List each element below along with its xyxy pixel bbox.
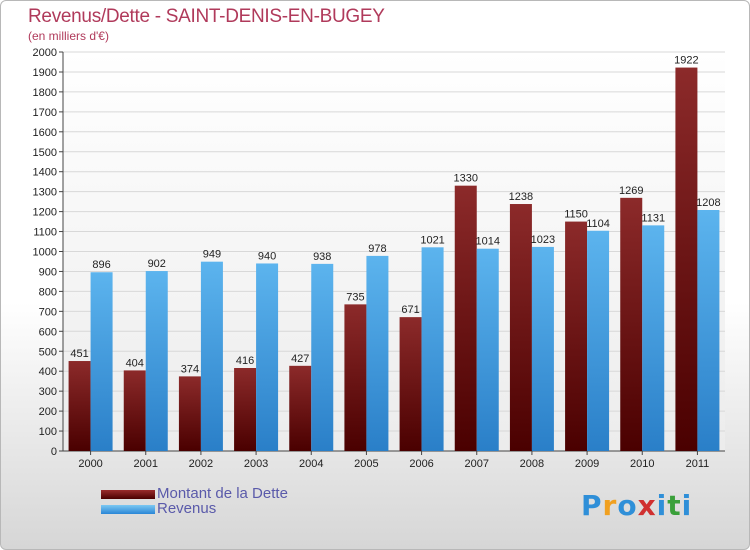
y-tick-label: 1100 <box>33 227 57 239</box>
y-tick-label: 1200 <box>33 207 57 219</box>
legend-swatch-dette <box>101 490 155 499</box>
bar-dette <box>289 365 312 451</box>
y-tick-label: 900 <box>39 266 57 278</box>
y-tick-label: 200 <box>39 406 57 418</box>
x-tick-label: 2000 <box>78 458 102 470</box>
y-tick-label: 700 <box>39 306 57 318</box>
y-tick-label: 1900 <box>33 67 57 79</box>
bar-dette <box>620 197 643 451</box>
y-tick-label: 400 <box>39 366 57 378</box>
y-tick-label: 1300 <box>33 187 57 199</box>
x-tick-label: 2003 <box>244 458 268 470</box>
y-tick-label: 1000 <box>33 247 57 259</box>
data-label-revenus: 949 <box>203 249 221 261</box>
bar-revenus <box>311 263 334 451</box>
data-label-revenus: 1104 <box>586 218 610 230</box>
logo-letter: o <box>617 489 638 522</box>
data-label-revenus: 978 <box>368 243 386 255</box>
data-label-dette: 427 <box>291 353 309 365</box>
y-tick-label: 300 <box>39 386 57 398</box>
bar-revenus <box>145 271 168 451</box>
data-label-dette: 374 <box>181 363 199 375</box>
x-tick-label: 2004 <box>299 458 323 470</box>
data-label-dette: 1238 <box>509 191 533 203</box>
data-label-revenus: 1131 <box>641 212 665 224</box>
bar-dette <box>675 67 698 451</box>
logo-letter: r <box>602 489 618 522</box>
bar-revenus <box>256 263 279 451</box>
logo-letter: t <box>667 489 682 522</box>
bar-dette <box>123 370 146 451</box>
y-tick-label: 100 <box>39 426 57 438</box>
data-label-dette: 1150 <box>564 209 588 221</box>
y-tick-label: 2000 <box>33 47 57 59</box>
logo-letter: P <box>581 489 603 522</box>
x-tick-label: 2010 <box>630 458 654 470</box>
logo-letter: i <box>681 489 693 522</box>
chart-subtitle: (en milliers d'€) <box>28 29 109 43</box>
bar-revenus <box>587 230 610 451</box>
bar-revenus <box>421 247 444 451</box>
data-label-dette: 1269 <box>619 185 643 197</box>
data-label-dette: 1922 <box>674 55 698 67</box>
bar-dette <box>68 361 91 451</box>
y-tick-label: 1600 <box>33 127 57 139</box>
bar-revenus <box>697 210 720 451</box>
data-label-dette: 1330 <box>454 173 478 185</box>
bar-dette <box>509 204 532 451</box>
logo-letter: i <box>656 489 668 522</box>
x-tick-label: 2001 <box>134 458 158 470</box>
data-label-dette: 735 <box>346 291 364 303</box>
y-tick-label: 1400 <box>33 167 57 179</box>
legend-label-revenus: Revenus <box>157 500 217 517</box>
x-tick-label: 2007 <box>465 458 489 470</box>
bar-dette <box>344 304 367 451</box>
legend-label-dette: Montant de la Dette <box>157 485 288 502</box>
chart-title: Revenus/Dette - SAINT-DENIS-EN-BUGEY <box>28 6 385 27</box>
x-tick-label: 2002 <box>189 458 213 470</box>
x-tick-label: 2011 <box>686 458 710 470</box>
y-tick-label: 500 <box>39 346 57 358</box>
data-label-revenus: 1023 <box>531 234 555 246</box>
data-label-revenus: 1021 <box>420 234 444 246</box>
data-label-revenus: 1208 <box>696 197 720 209</box>
data-label-dette: 416 <box>236 355 254 367</box>
bar-dette <box>234 368 257 451</box>
x-tick-label: 2008 <box>520 458 544 470</box>
data-label-revenus: 896 <box>92 259 110 271</box>
x-tick-label: 2009 <box>575 458 599 470</box>
bar-dette <box>565 221 588 451</box>
logo-letter: x <box>637 489 657 522</box>
bar-revenus <box>366 255 389 451</box>
data-label-dette: 404 <box>126 357 144 369</box>
data-label-revenus: 902 <box>148 258 166 270</box>
y-tick-label: 0 <box>51 446 57 458</box>
bar-revenus <box>531 246 554 451</box>
x-tick-label: 2005 <box>354 458 378 470</box>
y-tick-label: 1800 <box>33 87 57 99</box>
data-label-revenus: 1014 <box>476 236 500 248</box>
legend-swatch-revenus <box>101 505 155 514</box>
x-tick-label: 2006 <box>409 458 433 470</box>
y-tick-label: 1700 <box>33 107 57 119</box>
bar-revenus <box>476 248 499 451</box>
y-tick-label: 800 <box>39 286 57 298</box>
y-tick-label: 600 <box>39 326 57 338</box>
y-tick-label: 1500 <box>33 147 57 159</box>
bar-revenus <box>642 225 665 451</box>
data-label-dette: 451 <box>70 348 88 360</box>
bar-dette <box>399 317 422 451</box>
bar-revenus <box>90 272 113 451</box>
proxiti-logo: Proxiti <box>581 489 692 522</box>
bar-dette <box>454 185 477 452</box>
data-label-dette: 671 <box>401 304 419 316</box>
bar-dette <box>178 376 201 451</box>
data-label-revenus: 940 <box>258 250 276 262</box>
data-label-revenus: 938 <box>313 251 331 263</box>
bar-revenus <box>200 261 223 451</box>
